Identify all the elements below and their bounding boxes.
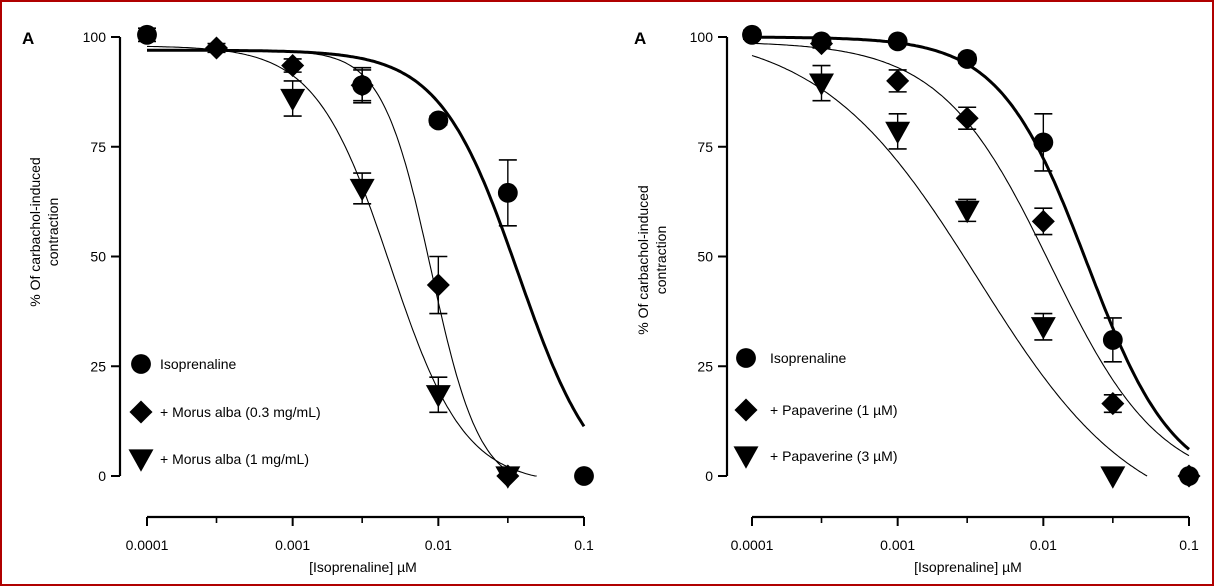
- y-tick-label: 50: [697, 249, 713, 265]
- data-point: [350, 73, 374, 97]
- data-point: [495, 466, 521, 489]
- legend-marker-circle: [736, 348, 756, 368]
- y-tick-label: 25: [90, 358, 106, 374]
- y-axis-title: % Of carbachol-induced contraction: [635, 185, 669, 334]
- data-point: [957, 49, 978, 69]
- legend-marker-circle: [131, 354, 151, 374]
- legend-label: Isoprenaline: [770, 350, 846, 366]
- x-tick-label: 0.1: [1179, 537, 1199, 553]
- x-tick-label: 0.1: [574, 537, 594, 553]
- y-axis: 0 25 50 75 100: [83, 29, 122, 484]
- legend-item: + Papaverine (1 µM): [734, 398, 898, 422]
- data-point: [137, 24, 157, 45]
- series-diamond: [147, 36, 520, 488]
- data-point: [1177, 464, 1201, 488]
- x-axis: 0.0001 0.001 0.01 0.1: [731, 515, 1199, 553]
- legend-marker-triangle-down: [733, 446, 759, 469]
- data-point: [1033, 132, 1054, 153]
- legend-label: Isoprenaline: [160, 356, 236, 372]
- data-point: [204, 36, 229, 60]
- legend-label: + Papaverine (1 µM): [770, 402, 898, 418]
- panel-letter: A: [22, 29, 34, 48]
- legend-label: + Morus alba (1 mg/mL): [160, 451, 309, 467]
- data-point: [887, 31, 908, 52]
- x-tick-label: 0.001: [275, 537, 310, 553]
- y-axis-title: % Of carbachol-induced contraction: [27, 157, 61, 306]
- chart-panel-2: A 0 25 50 75 100 0.0001 0.001 0.01 0.1 [Isoprenali…: [634, 24, 1201, 575]
- data-point: [1101, 392, 1125, 416]
- x-tick-label: 0.01: [1030, 537, 1057, 553]
- data-point: [885, 121, 911, 145]
- y-tick-label: 25: [697, 358, 713, 374]
- data-point: [1030, 317, 1056, 340]
- legend-item: + Morus alba (0.3 mg/mL): [129, 400, 321, 424]
- data-point: [281, 54, 305, 78]
- legend-marker-triangle-down: [128, 449, 154, 472]
- fit-curve: [752, 35, 1190, 451]
- y-tick-label: 0: [98, 468, 106, 484]
- y-axis: 0 25 50 75 100: [690, 29, 729, 484]
- data-point: [425, 385, 451, 408]
- data-point: [1102, 329, 1123, 350]
- data-point: [574, 466, 594, 486]
- series-triangle-down: [751, 54, 1148, 489]
- x-axis-title: [Isoprenaline] µM: [309, 559, 417, 575]
- y-tick-label: 75: [90, 139, 106, 155]
- data-point: [954, 200, 980, 224]
- x-tick-label: 0.001: [880, 537, 915, 553]
- legend-item: Isoprenaline: [736, 348, 846, 368]
- y-tick-label: 50: [90, 249, 106, 265]
- x-axis: 0.0001 0.001 0.01 0.1: [126, 515, 594, 553]
- data-point: [809, 32, 834, 56]
- y-tick-label: 0: [705, 468, 713, 484]
- data-point: [1100, 466, 1126, 489]
- y-tick-label: 75: [697, 139, 713, 155]
- data-point: [497, 182, 518, 203]
- fit-curve: [751, 42, 1190, 457]
- legend-marker-diamond: [129, 400, 153, 424]
- legend-marker-diamond: [734, 398, 758, 422]
- data-point: [349, 178, 375, 202]
- legend-item: Isoprenaline: [131, 354, 236, 374]
- data-point: [428, 110, 449, 131]
- x-axis-title: [Isoprenaline] µM: [914, 559, 1022, 575]
- data-point: [742, 24, 762, 45]
- legend-label: + Morus alba (0.3 mg/mL): [160, 404, 321, 420]
- panel-letter: A: [634, 29, 646, 48]
- data-point: [1031, 209, 1055, 233]
- series-diamond: [751, 32, 1201, 488]
- series-triangle-down: [147, 45, 537, 489]
- data-point: [426, 273, 450, 297]
- legend-label: + Papaverine (3 µM): [770, 448, 898, 464]
- chart-panel-1: A 0 25 50 75 100 0.0001 0.001 0.01 0.1 [Isoprenali…: [22, 24, 594, 575]
- data-point: [886, 69, 910, 93]
- fit-curve: [147, 45, 537, 477]
- legend-item: + Morus alba (1 mg/mL): [128, 449, 309, 472]
- data-point: [955, 106, 979, 130]
- y-tick-label: 100: [690, 29, 714, 45]
- y-tick-label: 100: [83, 29, 107, 45]
- data-point: [280, 88, 306, 112]
- x-tick-label: 0.0001: [126, 537, 169, 553]
- data-point: [809, 73, 834, 96]
- x-tick-label: 0.0001: [731, 537, 774, 553]
- legend-item: + Papaverine (3 µM): [733, 446, 898, 469]
- x-tick-label: 0.01: [425, 537, 452, 553]
